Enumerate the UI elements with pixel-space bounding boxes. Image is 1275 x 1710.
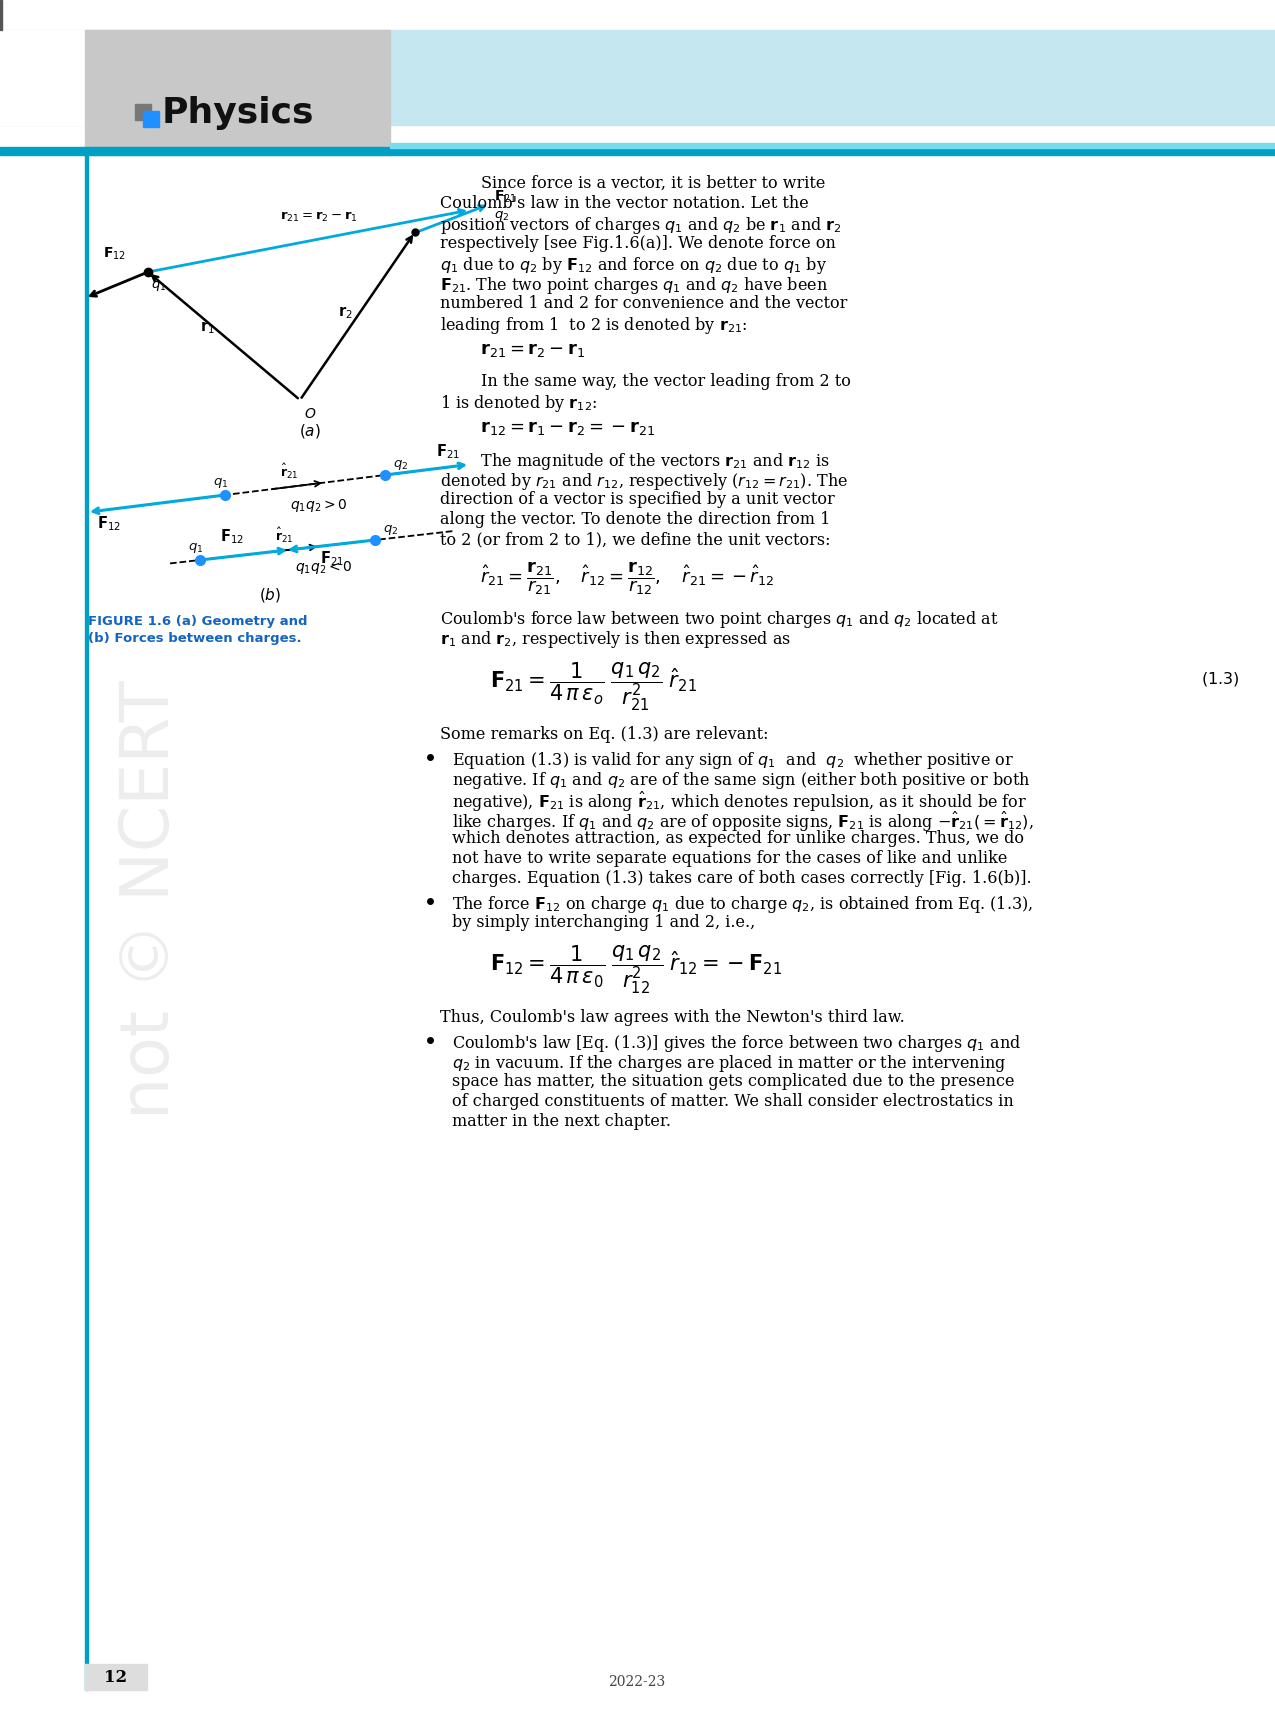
Text: $\mathbf{r}_1$: $\mathbf{r}_1$: [200, 320, 215, 335]
Text: $\mathbf{r}_1$ and $\mathbf{r}_2$, respectively is then expressed as: $\mathbf{r}_1$ and $\mathbf{r}_2$, respe…: [440, 629, 790, 650]
Text: not © NCERT: not © NCERT: [117, 681, 184, 1120]
Text: $\mathbf{F}_{12}$: $\mathbf{F}_{12}$: [97, 515, 121, 534]
Text: denoted by $r_{21}$ and $r_{12}$, respectively ($r_{12} = r_{21}$). The: denoted by $r_{21}$ and $r_{12}$, respec…: [440, 470, 848, 492]
Text: 2022-23: 2022-23: [608, 1676, 666, 1689]
Text: leading from 1  to 2 is denoted by $\mathbf{r}_{21}$:: leading from 1 to 2 is denoted by $\math…: [440, 315, 747, 335]
Text: Equation (1.3) is valid for any sign of $q_1$  and  $q_2$  whether positive or: Equation (1.3) is valid for any sign of …: [453, 751, 1014, 771]
Bar: [0, 0, 3, 31]
Text: $\mathbf{F}_{21}$: $\mathbf{F}_{21}$: [493, 190, 518, 205]
Text: $\mathbf{F}_{21}$. The two point charges $q_1$ and $q_2$ have been: $\mathbf{F}_{21}$. The two point charges…: [440, 275, 827, 296]
Text: $\hat{\mathbf{r}}_{21}$: $\hat{\mathbf{r}}_{21}$: [275, 525, 293, 545]
Text: negative), $\mathbf{F}_{21}$ is along $\hat{\mathbf{r}}_{21}$, which denotes rep: negative), $\mathbf{F}_{21}$ is along $\…: [453, 790, 1028, 814]
Bar: [0, 147, 1275, 156]
Bar: [0, 0, 1275, 31]
Text: $\mathbf{r}_2$: $\mathbf{r}_2$: [338, 304, 353, 321]
Text: $q_1 q_2 < 0$: $q_1 q_2 < 0$: [295, 559, 353, 576]
Text: $(a)$: $(a)$: [300, 421, 321, 439]
Text: $\hat{\mathbf{r}}_{21}$: $\hat{\mathbf{r}}_{21}$: [280, 462, 298, 482]
Text: 1 is denoted by $\mathbf{r}_{12}$:: 1 is denoted by $\mathbf{r}_{12}$:: [440, 393, 598, 414]
Text: like charges. If $q_1$ and $q_2$ are of opposite signs, $\mathbf{F}_{21}$ is alo: like charges. If $q_1$ and $q_2$ are of …: [453, 811, 1034, 834]
Bar: [135, 104, 150, 120]
Text: $q_2$: $q_2$: [393, 458, 408, 472]
Text: $q_2$ in vacuum. If the charges are placed in matter or the intervening: $q_2$ in vacuum. If the charges are plac…: [453, 1053, 1006, 1074]
Text: of charged constituents of matter. We shall consider electrostatics in: of charged constituents of matter. We sh…: [453, 1093, 1014, 1110]
Bar: [85, 1664, 147, 1689]
Text: $q_1$: $q_1$: [150, 279, 167, 292]
Bar: [0, 31, 1275, 125]
Text: $q_1$: $q_1$: [213, 475, 228, 491]
Text: $\mathbf{r}_{21} = \mathbf{r}_2 - \mathbf{r}_1$: $\mathbf{r}_{21} = \mathbf{r}_2 - \mathb…: [280, 210, 358, 224]
Bar: [143, 111, 159, 127]
Text: Coulomb's law [Eq. (1.3)] gives the force between two charges $q_1$ and: Coulomb's law [Eq. (1.3)] gives the forc…: [453, 1033, 1021, 1053]
Bar: [85, 156, 88, 1689]
Text: $O$: $O$: [303, 407, 316, 421]
Text: $q_1$: $q_1$: [189, 540, 204, 556]
Text: $\mathbf{r}_{21} = \mathbf{r}_2 - \mathbf{r}_1$: $\mathbf{r}_{21} = \mathbf{r}_2 - \mathb…: [479, 340, 585, 359]
Text: Coulomb's law in the vector notation. Let the: Coulomb's law in the vector notation. Le…: [440, 195, 808, 212]
Text: $\mathbf{F}_{21} = \dfrac{1}{4\,\pi\,\varepsilon_o}\;\dfrac{q_1\,q_2}{r_{21}^2}\: $\mathbf{F}_{21} = \dfrac{1}{4\,\pi\,\va…: [490, 662, 697, 713]
Text: $\mathbf{F}_{12}$: $\mathbf{F}_{12}$: [103, 246, 126, 262]
Text: negative. If $q_1$ and $q_2$ are of the same sign (either both positive or both: negative. If $q_1$ and $q_2$ are of the …: [453, 770, 1030, 792]
Text: which denotes attraction, as expected for unlike charges. Thus, we do: which denotes attraction, as expected fo…: [453, 829, 1024, 846]
Text: Some remarks on Eq. (1.3) are relevant:: Some remarks on Eq. (1.3) are relevant:: [440, 727, 769, 744]
Text: In the same way, the vector leading from 2 to: In the same way, the vector leading from…: [440, 373, 850, 390]
Text: respectively [see Fig.1.6(a)]. We denote force on: respectively [see Fig.1.6(a)]. We denote…: [440, 234, 836, 251]
Text: $q_1$ due to $q_2$ by $\mathbf{F}_{12}$ and force on $q_2$ due to $q_1$ by: $q_1$ due to $q_2$ by $\mathbf{F}_{12}$ …: [440, 255, 827, 275]
Text: $\mathbf{F}_{21}$: $\mathbf{F}_{21}$: [320, 549, 344, 568]
Text: $\mathbf{r}_{12} = \mathbf{r}_1 - \mathbf{r}_2 = -\mathbf{r}_{21}$: $\mathbf{r}_{12} = \mathbf{r}_1 - \mathb…: [479, 419, 655, 438]
Text: $(b)$: $(b)$: [259, 587, 280, 605]
Text: Coulomb's force law between two point charges $q_1$ and $q_2$ located at: Coulomb's force law between two point ch…: [440, 609, 998, 629]
Bar: [390, 144, 1275, 149]
Text: Since force is a vector, it is better to write: Since force is a vector, it is better to…: [440, 174, 825, 192]
Text: position vectors of charges $q_1$ and $q_2$ be $\mathbf{r}_1$ and $\mathbf{r}_2$: position vectors of charges $q_1$ and $q…: [440, 215, 842, 236]
Text: The magnitude of the vectors $\mathbf{r}_{21}$ and $\mathbf{r}_{12}$ is: The magnitude of the vectors $\mathbf{r}…: [440, 451, 830, 472]
Text: $(1.3)$: $(1.3)$: [1201, 670, 1241, 687]
Text: $\mathbf{F}_{21}$: $\mathbf{F}_{21}$: [436, 443, 460, 462]
Text: (b) Forces between charges.: (b) Forces between charges.: [88, 633, 302, 645]
Text: numbered 1 and 2 for convenience and the vector: numbered 1 and 2 for convenience and the…: [440, 296, 848, 311]
Text: charges. Equation (1.3) takes care of both cases correctly [Fig. 1.6(b)].: charges. Equation (1.3) takes care of bo…: [453, 870, 1031, 887]
Text: $\hat{r}_{21} = \dfrac{\mathbf{r}_{21}}{r_{21}},\quad \hat{r}_{12} = \dfrac{\mat: $\hat{r}_{21} = \dfrac{\mathbf{r}_{21}}{…: [479, 559, 774, 597]
Text: space has matter, the situation gets complicated due to the presence: space has matter, the situation gets com…: [453, 1072, 1015, 1089]
Text: $q_2$: $q_2$: [382, 523, 398, 537]
Text: Thus, Coulomb's law agrees with the Newton's third law.: Thus, Coulomb's law agrees with the Newt…: [440, 1009, 905, 1026]
Bar: [0, 31, 85, 125]
Text: $\mathbf{F}_{12} = \dfrac{1}{4\,\pi\,\varepsilon_0}\;\dfrac{q_1\,q_2}{r_{12}^2}\: $\mathbf{F}_{12} = \dfrac{1}{4\,\pi\,\va…: [490, 944, 782, 997]
Text: Physics: Physics: [162, 96, 315, 130]
Text: $\mathbf{F}_{12}$: $\mathbf{F}_{12}$: [221, 527, 244, 545]
Bar: [85, 31, 390, 156]
Text: to 2 (or from 2 to 1), we define the unit vectors:: to 2 (or from 2 to 1), we define the uni…: [440, 532, 830, 547]
Text: $q_1 q_2 > 0$: $q_1 q_2 > 0$: [289, 498, 348, 515]
Text: direction of a vector is specified by a unit vector: direction of a vector is specified by a …: [440, 491, 835, 508]
Text: The force $\mathbf{F}_{12}$ on charge $q_1$ due to charge $q_2$, is obtained fro: The force $\mathbf{F}_{12}$ on charge $q…: [453, 894, 1033, 915]
Text: along the vector. To denote the direction from 1: along the vector. To denote the directio…: [440, 511, 830, 528]
Text: by simply interchanging 1 and 2, i.e.,: by simply interchanging 1 and 2, i.e.,: [453, 915, 755, 930]
Text: 12: 12: [105, 1669, 128, 1686]
Text: matter in the next chapter.: matter in the next chapter.: [453, 1113, 671, 1130]
Text: $q_2$: $q_2$: [493, 209, 509, 222]
Text: not have to write separate equations for the cases of like and unlike: not have to write separate equations for…: [453, 850, 1007, 867]
Text: FIGURE 1.6 (a) Geometry and: FIGURE 1.6 (a) Geometry and: [88, 616, 307, 628]
